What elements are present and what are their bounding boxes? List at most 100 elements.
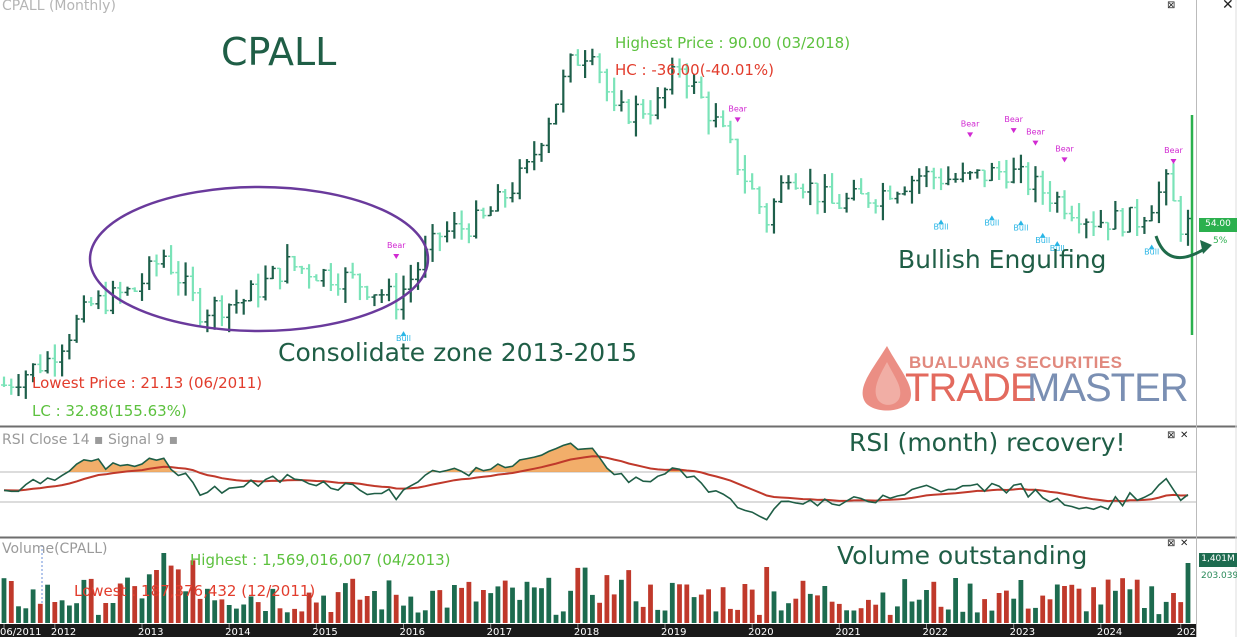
- volume-bar: [611, 594, 617, 623]
- ohlc-bar: [531, 141, 538, 171]
- volume-bar: [909, 601, 915, 623]
- ohlc-bar: [66, 333, 73, 360]
- ohlc-bar: [364, 285, 371, 300]
- axis-label: 2021: [835, 627, 860, 637]
- volume-bar: [30, 589, 36, 623]
- ohlc-bar: [1017, 154, 1024, 184]
- ohlc-bar: [298, 265, 305, 274]
- volume-bar: [1149, 586, 1155, 623]
- ohlc-bar: [988, 162, 995, 182]
- chart-title: CPALL: [221, 30, 337, 74]
- ohlc-bar: [1054, 191, 1061, 213]
- ohlc-bar: [378, 289, 385, 303]
- volume-bar: [807, 593, 813, 623]
- ohlc-bar: [596, 53, 603, 84]
- volume-bar: [989, 610, 995, 623]
- signal-label: Bear: [1026, 128, 1045, 137]
- volume-bar: [517, 599, 523, 623]
- ohlc-bar: [1141, 216, 1148, 234]
- price-panel-maximize-icon[interactable]: ⊠: [1167, 0, 1176, 11]
- volume-bar: [924, 590, 929, 623]
- ohlc-bar: [102, 281, 109, 315]
- ohlc-bar: [850, 179, 857, 201]
- volume-bar: [74, 603, 79, 623]
- rsi-panel-close-icon[interactable]: ✕: [1180, 430, 1189, 441]
- ohlc-bar: [1155, 181, 1162, 224]
- bear-signal: Bear: [1164, 146, 1183, 164]
- axis-label: 2022: [923, 627, 948, 637]
- ohlc-bar: [240, 298, 247, 315]
- volume-bar: [103, 603, 109, 623]
- signal-label: Bear: [1055, 144, 1074, 153]
- ohlc-bar: [1076, 203, 1083, 234]
- ohlc-bar: [1046, 181, 1053, 212]
- axis-label: 2016: [400, 627, 425, 637]
- price-panel-title: CPALL (Monthly): [2, 0, 116, 14]
- volume-bar: [139, 598, 145, 623]
- ohlc-bar: [1083, 218, 1090, 239]
- volume-bar: [713, 611, 719, 623]
- volume-bar: [1011, 598, 1017, 623]
- ohlc-bar: [807, 168, 814, 206]
- volume-bar: [110, 603, 116, 623]
- bear-signal: Bear: [1055, 144, 1075, 163]
- volume-bar: [459, 587, 464, 623]
- volume-bar: [793, 598, 799, 623]
- ohlc-bar: [22, 370, 29, 399]
- volume-bar: [1113, 590, 1118, 623]
- ohlc-bar: [567, 53, 574, 83]
- engulfing-arrowhead: [1200, 240, 1212, 254]
- volume-annotation: Volume outstanding: [837, 541, 1088, 570]
- axis-label: 2017: [487, 627, 512, 637]
- ohlc-bar: [858, 178, 865, 195]
- signal-label: Bear: [1004, 115, 1023, 124]
- ohlc-bar: [8, 378, 15, 395]
- volume-bar: [1163, 601, 1169, 623]
- volume-bar: [343, 583, 348, 623]
- volume-bar: [568, 590, 573, 623]
- ohlc-bar: [611, 77, 618, 112]
- volume-bar: [866, 599, 871, 623]
- volume-bar: [757, 614, 762, 623]
- price-panel-close-icon[interactable]: ✕: [1222, 0, 1234, 13]
- hc-label: HC : -36.00(-40.01%): [615, 61, 775, 79]
- volume-bar: [284, 612, 290, 623]
- ohlc-bar: [313, 274, 320, 282]
- volume-bar: [960, 611, 966, 623]
- ohlc-bar: [1126, 206, 1133, 233]
- volume-bars: [1, 553, 1191, 623]
- volume-bar: [1098, 604, 1104, 623]
- ohlc-bar: [865, 191, 872, 208]
- ohlc-bar: [727, 120, 734, 144]
- ohlc-bar: [349, 262, 356, 279]
- volume-bar: [502, 580, 508, 623]
- volume-bar: [481, 590, 486, 623]
- volume-bar: [161, 553, 167, 623]
- volume-bar: [1033, 607, 1038, 623]
- axis-label: 06/2011: [0, 627, 42, 637]
- ohlc-bar: [407, 264, 414, 303]
- volume-bar: [1156, 614, 1162, 623]
- ohlc-bar: [792, 173, 799, 190]
- rsi-panel-maximize-icon[interactable]: ⊠: [1167, 430, 1176, 441]
- volume-bar: [364, 596, 370, 623]
- signal-label: Bull: [984, 218, 999, 227]
- volume-panel-close-icon[interactable]: ✕: [1180, 538, 1189, 549]
- volume-bar: [851, 610, 857, 623]
- volume-bar: [597, 602, 602, 623]
- volume-bar: [81, 579, 87, 623]
- ohlc-bar: [473, 200, 480, 239]
- volume-bar: [1025, 608, 1031, 623]
- volume-panel-maximize-icon[interactable]: ⊠: [1167, 538, 1176, 549]
- ohlc-bar: [1163, 169, 1170, 206]
- volume-bar: [205, 588, 210, 623]
- ohlc-bar: [538, 142, 545, 162]
- volume-bar: [728, 608, 733, 623]
- axis-label: 2012: [51, 627, 76, 637]
- price-tag-bg: [1199, 218, 1237, 232]
- ohlc-bar: [269, 265, 276, 280]
- volume-bar: [771, 591, 777, 623]
- ohlc-bar: [916, 168, 923, 194]
- volume-bar: [299, 611, 305, 623]
- volume-bar: [8, 581, 14, 623]
